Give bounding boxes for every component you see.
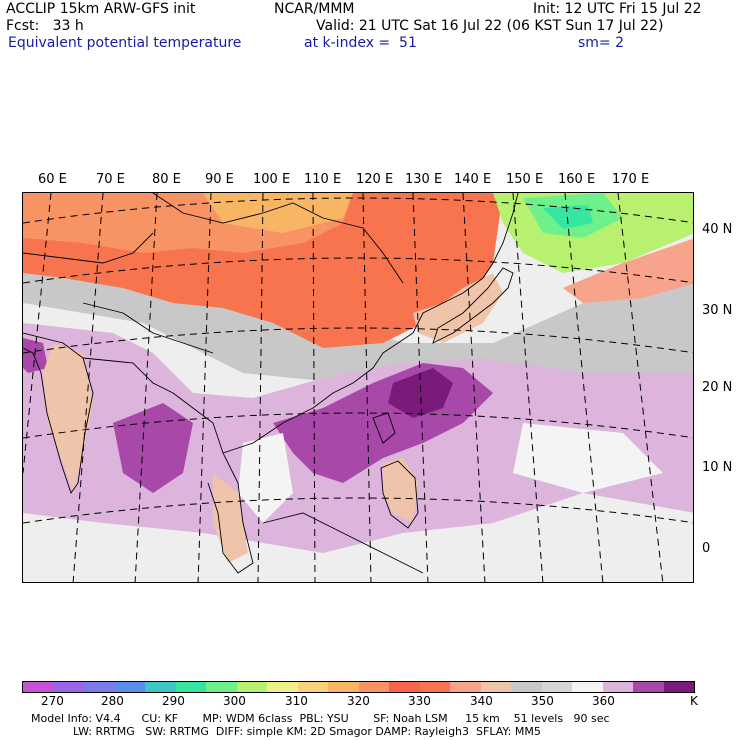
- lon-label: 70 E: [96, 172, 125, 187]
- cool-region-teal: [543, 205, 593, 229]
- colorbar-swatch: [23, 682, 54, 692]
- colorbar-swatch: [419, 682, 450, 692]
- init-time: Init: 12 UTC Fri 15 Jul 22: [533, 1, 702, 17]
- colorbar-swatch: [114, 682, 145, 692]
- colorbar-label: 350: [531, 694, 554, 708]
- lon-label: 110 E: [304, 172, 342, 187]
- lon-label: 60 E: [38, 172, 67, 187]
- colorbar-swatch: [175, 682, 206, 692]
- light-patch-east: [513, 423, 663, 493]
- colorbar-swatch: [84, 682, 115, 692]
- colorbar-swatch: [633, 682, 664, 692]
- colorbar-swatch: [602, 682, 633, 692]
- colorbar-label: 330: [408, 694, 431, 708]
- model-info-line2: LW: RRTMG SW: RRTMG DIFF: simple KM: 2D …: [31, 725, 541, 738]
- colorbar-swatch: [297, 682, 328, 692]
- colorbar: [22, 681, 695, 693]
- lon-label: 140 E: [454, 172, 492, 187]
- colorbar-swatch: [328, 682, 359, 692]
- field-name: Equivalent potential temperature: [8, 35, 242, 51]
- theta-e-map: [22, 192, 694, 583]
- colorbar-swatch: [358, 682, 389, 692]
- level-label: at k-index = 51: [304, 35, 417, 51]
- colorbar-label: 290: [162, 694, 185, 708]
- colorbar-swatch: [145, 682, 176, 692]
- valid-time: Valid: 21 UTC Sat 16 Jul 22 (06 KST Sun …: [316, 18, 664, 34]
- warm-band-yellow: [203, 193, 353, 233]
- lon-label: 120 E: [356, 172, 394, 187]
- smoothing-label: sm= 2: [578, 35, 625, 51]
- high-theta-core-west: [113, 403, 193, 493]
- colorbar-label: 340: [470, 694, 493, 708]
- colorbar-swatch: [572, 682, 603, 692]
- lat-label: 20 N: [702, 380, 733, 395]
- colorbar-swatch: [236, 682, 267, 692]
- colorbar-swatch: [267, 682, 298, 692]
- land-korea-japan: [413, 273, 503, 343]
- lat-label: 40 N: [702, 222, 733, 237]
- land-india: [43, 343, 93, 493]
- lon-label: 150 E: [506, 172, 544, 187]
- lon-label: 170 E: [612, 172, 650, 187]
- colorbar-swatch: [480, 682, 511, 692]
- colorbar-label: 300: [223, 694, 246, 708]
- colorbar-label: 310: [285, 694, 308, 708]
- forecast-hour: Fcst: 33 h: [6, 18, 84, 34]
- lat-label: 0: [702, 541, 711, 556]
- colorbar-label: 270: [41, 694, 64, 708]
- lon-label: 80 E: [152, 172, 181, 187]
- colorbar-swatch: [511, 682, 542, 692]
- graticule: [23, 193, 693, 582]
- lon-label: 130 E: [405, 172, 443, 187]
- land-philippines: [383, 458, 418, 523]
- lat-label: 30 N: [702, 303, 733, 318]
- colorbar-unit: K: [690, 694, 698, 708]
- high-theta-core-far-west: [23, 338, 48, 373]
- map-svg: [23, 193, 693, 582]
- model-info-line1: Model Info: V4.4 CU: KF MP: WDM 6class P…: [31, 712, 610, 725]
- colorbar-swatch: [206, 682, 237, 692]
- colorbar-swatch: [53, 682, 84, 692]
- lon-label: 160 E: [558, 172, 596, 187]
- model-title: ACCLIP 15km ARW-GFS init: [6, 1, 196, 17]
- high-theta-core-dark: [388, 368, 453, 418]
- center-label: NCAR/MMM: [274, 1, 355, 17]
- colorbar-label: 320: [347, 694, 370, 708]
- colorbar-swatch: [541, 682, 572, 692]
- colorbar-swatch: [450, 682, 481, 692]
- coastlines: [23, 193, 519, 574]
- colorbar-label: 280: [101, 694, 124, 708]
- colorbar-swatch: [389, 682, 420, 692]
- salmon-region: [563, 238, 693, 303]
- lon-label: 90 E: [205, 172, 234, 187]
- colorbar-label: 360: [592, 694, 615, 708]
- lat-label: 10 N: [702, 460, 733, 475]
- lon-label: 100 E: [253, 172, 291, 187]
- colorbar-swatch: [663, 682, 694, 692]
